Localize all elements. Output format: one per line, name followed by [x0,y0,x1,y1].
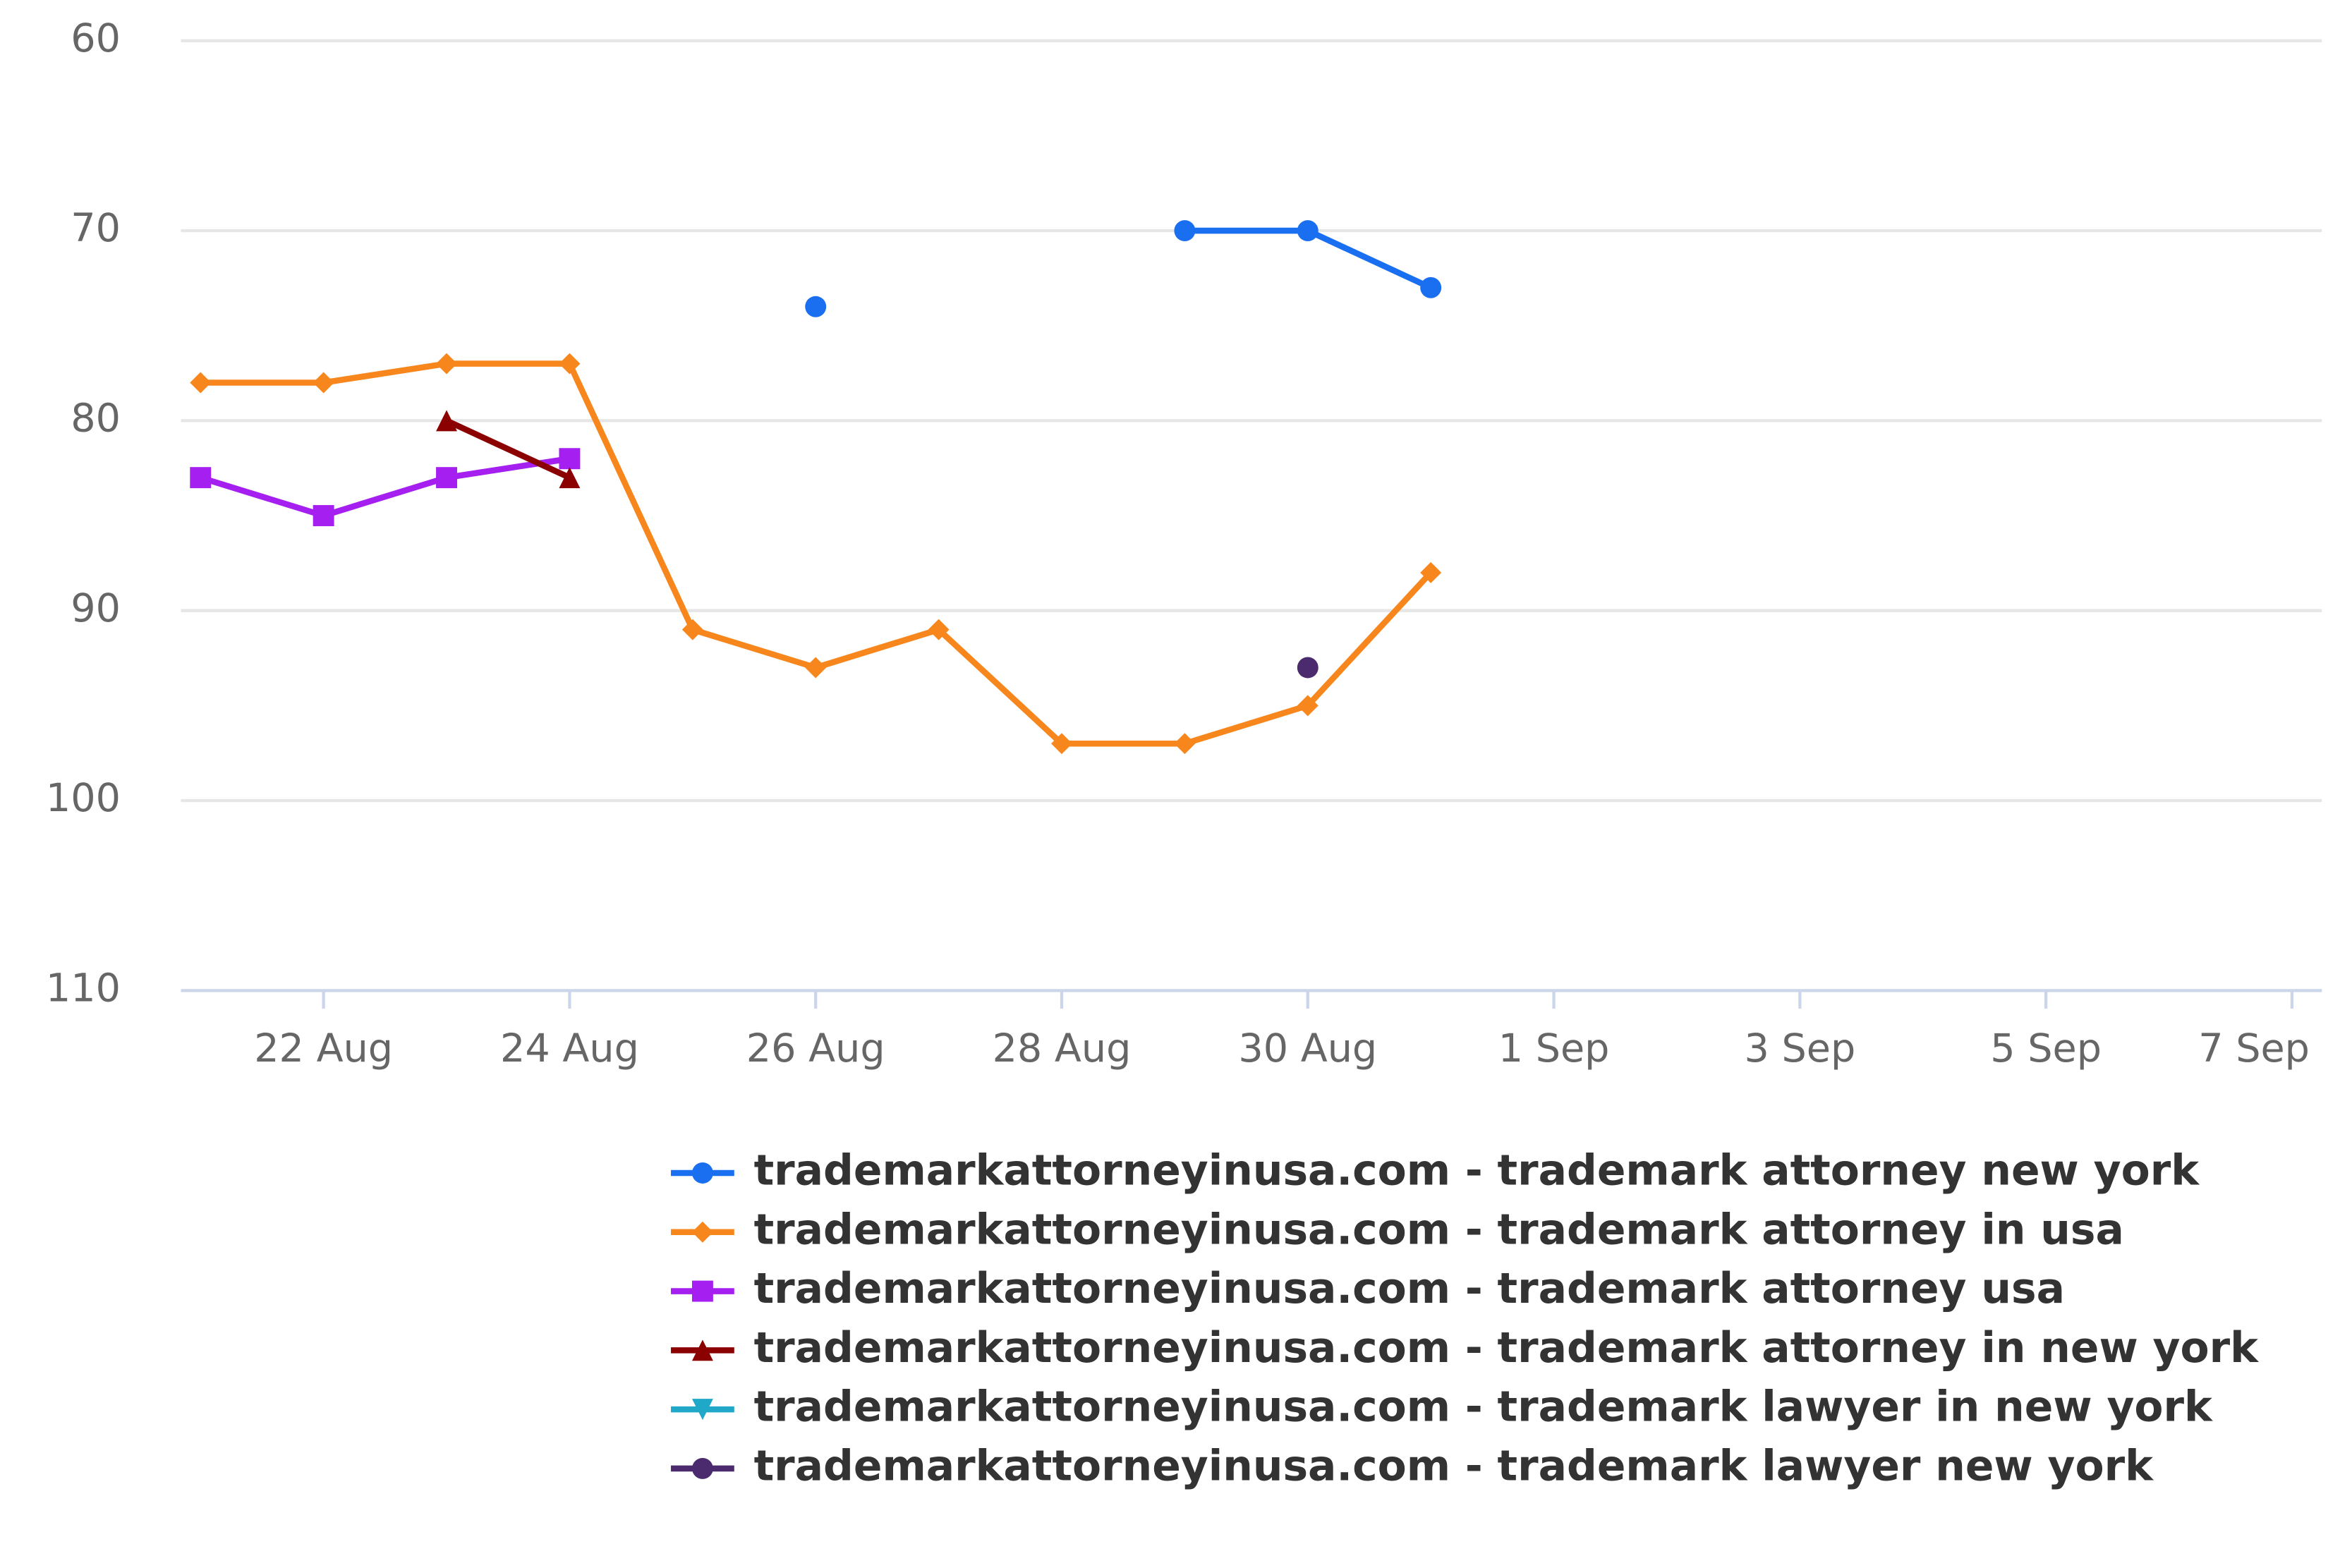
x-tick-label: 1 Sep [1498,1026,1610,1071]
x-tick-label: 28 Aug [993,1026,1132,1071]
marker [559,467,581,489]
y-tick-label: 80 [71,395,121,441]
legend-label: trademarkattorneyinusa.com - trademark a… [754,1323,2260,1373]
marker [691,1162,713,1184]
legend-label: trademarkattorneyinusa.com - trademark l… [754,1382,2213,1432]
legend-label: trademarkattorneyinusa.com - trademark a… [754,1205,2124,1254]
marker [436,410,457,432]
y-tick-label: 100 [46,775,121,821]
legend-label: trademarkattorneyinusa.com - trademark l… [754,1442,2154,1491]
y-tick-label: 90 [71,585,121,631]
legend-item: trademarkattorneyinusa.com - trademark a… [671,1146,2200,1196]
legend-item: trademarkattorneyinusa.com - trademark l… [671,1442,2154,1491]
legend-label: trademarkattorneyinusa.com - trademark a… [754,1264,2065,1313]
marker [436,467,457,489]
marker [1174,220,1196,241]
x-tick-label: 22 Aug [254,1026,393,1071]
legend-item: trademarkattorneyinusa.com - trademark l… [671,1382,2213,1432]
marker [313,505,334,526]
x-tick-label: 30 Aug [1238,1026,1377,1071]
legend-item: trademarkattorneyinusa.com - trademark a… [671,1323,2259,1373]
marker [691,1457,713,1479]
marker [805,296,827,317]
x-tick-label: 7 Sep [2198,1026,2310,1071]
x-tick-label: 26 Aug [746,1026,885,1071]
marker [1297,657,1319,679]
marker [313,372,334,394]
marker [190,467,212,489]
marker [691,1280,713,1302]
x-tick-label: 5 Sep [1990,1026,2102,1071]
marker [436,353,457,375]
marker [691,1221,713,1243]
y-tick-label: 60 [71,16,121,61]
marker [1420,276,1442,298]
marker [190,372,212,394]
marker [805,657,827,679]
y-tick-label: 110 [46,965,121,1011]
marker [691,1399,713,1421]
y-tick-label: 70 [71,205,121,251]
marker [681,619,703,640]
marker [559,353,581,375]
series-line [445,418,571,481]
marker [1297,220,1319,241]
legend-item: trademarkattorneyinusa.com - trademark a… [671,1264,2065,1313]
series-line [199,456,571,519]
marker [691,1339,713,1361]
legend-item: trademarkattorneyinusa.com - trademark a… [671,1205,2124,1254]
legend-label: trademarkattorneyinusa.com - trademark a… [754,1146,2200,1196]
x-tick-label: 3 Sep [1744,1026,1855,1071]
marker [1174,733,1196,755]
marker [559,448,581,470]
x-tick-label: 24 Aug [500,1026,639,1071]
